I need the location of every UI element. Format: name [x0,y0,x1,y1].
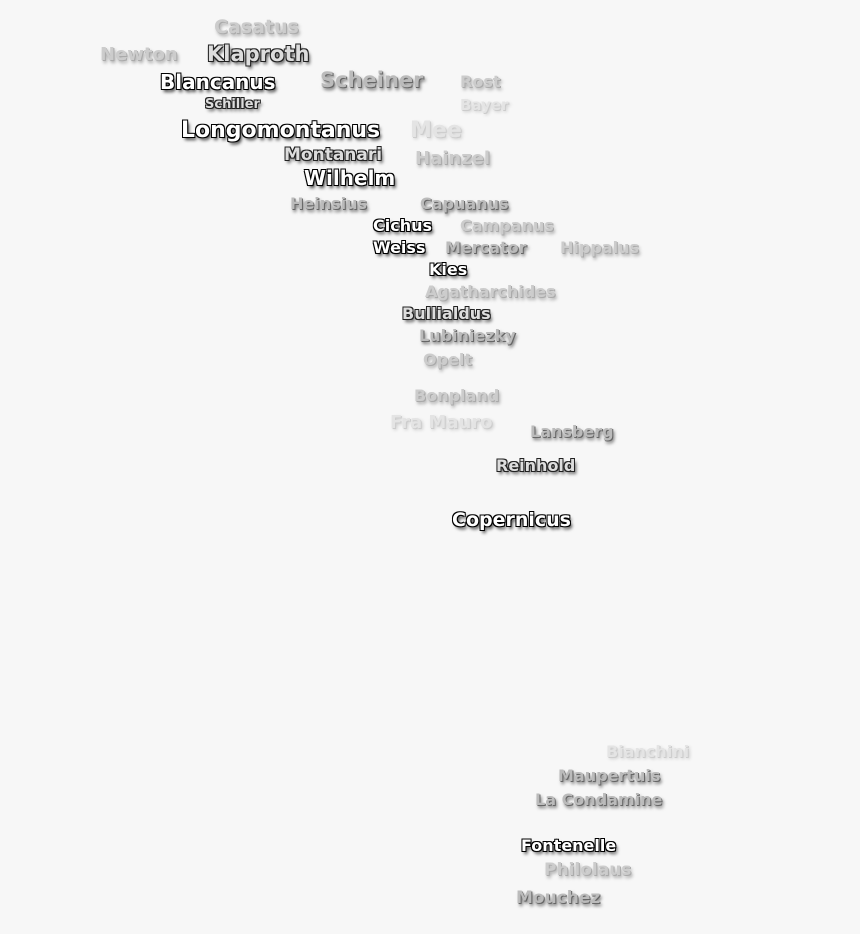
crater-label-philolaus: Philolaus [544,860,632,880]
crater-label-longomontanus: Longomontanus [181,118,381,143]
crater-label-capuanus: Capuanus [420,194,509,213]
crater-label-rost: Rost [460,72,501,91]
crater-label-copernicus: Copernicus [452,509,571,531]
crater-label-hainzel: Hainzel [415,148,491,169]
crater-label-mercator: Mercator [445,238,527,257]
crater-label-lubiniezky: Lubiniezky [419,326,516,345]
crater-label-bonpland: Bonpland [414,386,500,405]
crater-label-klaproth: Klaproth [207,42,310,66]
crater-label-blancanus: Blancanus [160,70,276,94]
crater-label-campanus: Campanus [460,216,554,235]
crater-label-agatharchides: Agatharchides [425,282,556,301]
crater-label-la-condamine: La Condamine [535,790,663,809]
crater-label-fontenelle: Fontenelle [521,836,617,855]
crater-label-montanari: Montanari [284,145,383,165]
crater-label-mouchez: Mouchez [516,888,601,908]
crater-label-fra-mauro: Fra Mauro [390,412,493,433]
crater-label-lansberg: Lansberg [530,422,614,441]
crater-label-wilhelm: Wilhelm [304,166,396,190]
crater-label-weiss: Weiss [373,238,426,257]
crater-label-schiller: Schiller [205,97,260,112]
crater-label-heinsius: Heinsius [290,194,368,213]
crater-label-bullialdus: Bullialdus [402,304,491,323]
crater-label-scheiner: Scheiner [320,68,424,92]
crater-label-bianchini: Bianchini [606,742,690,761]
crater-label-hippalus: Hippalus [560,238,639,257]
crater-label-newton: Newton [100,44,178,65]
crater-label-cichus: Cichus [373,216,433,235]
crater-label-bayer: Bayer [460,96,509,114]
crater-label-reinhold: Reinhold [496,456,576,475]
crater-label-maupertuis: Maupertuis [558,766,661,785]
crater-label-mee: Mee [410,118,462,143]
crater-label-opelt: Opelt [423,350,473,369]
crater-label-kies: Kies [429,260,468,279]
crater-label-casatus: Casatus [214,16,299,38]
